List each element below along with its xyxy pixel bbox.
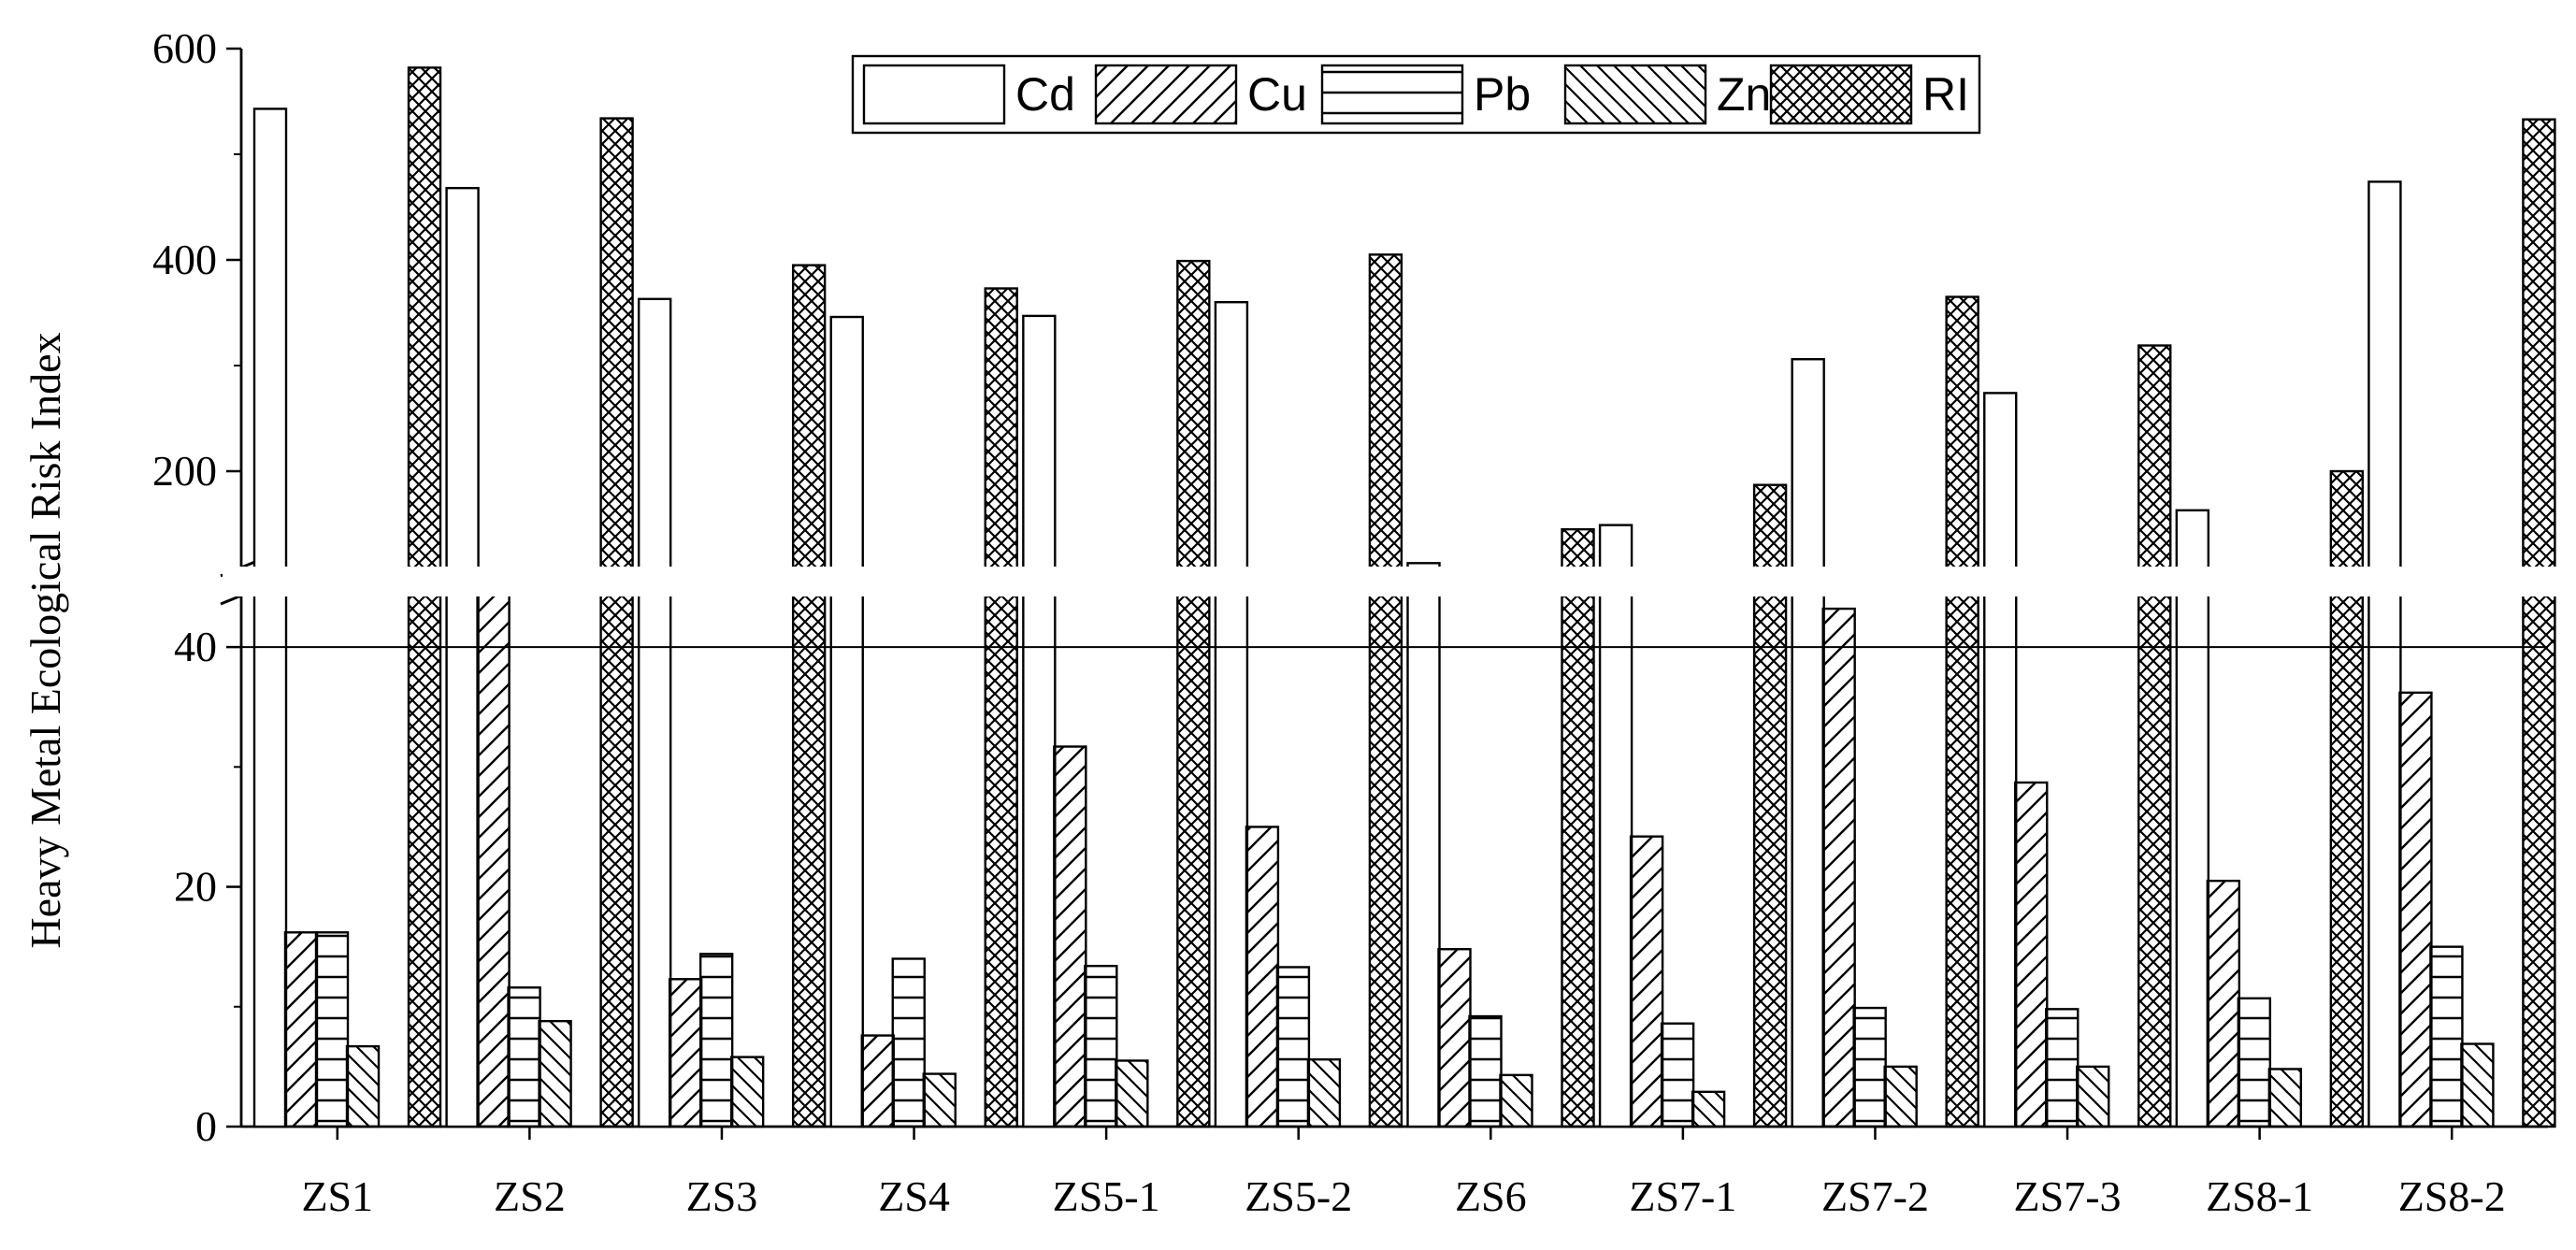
legend-label-cd: Cd <box>1015 68 1075 121</box>
bar-cd-zs5-1 <box>1022 314 1057 1128</box>
bar-zn-zs5-1 <box>1115 1059 1149 1128</box>
bar-pb-zs1 <box>314 931 350 1128</box>
y-tick-label: 20 <box>174 863 217 911</box>
x-tick-label: ZS3 <box>686 1172 758 1220</box>
x-tick-label: ZS5-2 <box>1245 1172 1352 1220</box>
axis-break-band <box>223 567 2567 596</box>
bar-ri-zs3 <box>791 264 827 1128</box>
bar-zn-zs7-2 <box>1883 1065 1918 1128</box>
bar-cu-zs7-2 <box>1821 607 1856 1128</box>
legend-label-zn: Zn <box>1717 68 1771 121</box>
bar-zn-zs7-3 <box>2076 1065 2110 1128</box>
bars <box>223 66 2567 1128</box>
bar-ri-zs5-1 <box>1176 259 1211 1128</box>
legend-label-cu: Cu <box>1247 68 1307 121</box>
x-tick-label: ZS8-2 <box>2398 1172 2506 1220</box>
bar-zn-zs2 <box>538 1019 572 1128</box>
bar-cd-zs8-1 <box>2175 509 2210 1128</box>
x-tick-label: ZS6 <box>1455 1172 1527 1220</box>
bar-pb-zs5-2 <box>1275 966 1311 1128</box>
bar-zn-zs1 <box>345 1044 381 1128</box>
legend-label-pb: Pb <box>1474 68 1531 121</box>
bar-pb-zs7-2 <box>1852 1006 1887 1128</box>
bar-ri-zs2 <box>599 117 634 1128</box>
bar-zn-zs6 <box>1499 1073 1533 1128</box>
bar-cd-zs7-3 <box>1983 392 2018 1128</box>
bar-pb-zs8-1 <box>2237 997 2272 1128</box>
bar-cd-zs3 <box>637 297 672 1128</box>
bar-cu-zs5-2 <box>1245 826 1280 1128</box>
bar-ri-zs1 <box>407 66 442 1128</box>
bar-cu-zs5-1 <box>1053 745 1087 1128</box>
legend-swatch-cu <box>1094 64 1238 125</box>
bar-cd-zs5-2 <box>1214 301 1249 1128</box>
legend: Cd Cu Pb Zn RI <box>851 54 1981 135</box>
bar-zn-zs8-2 <box>2460 1042 2495 1128</box>
bar-zn-zs4 <box>922 1072 957 1128</box>
bar-cu-zs7-3 <box>2014 781 2049 1128</box>
bar-cu-zs7-1 <box>1629 835 1664 1128</box>
bar-pb-zs8-2 <box>2429 945 2464 1128</box>
x-tick-label: ZS5-1 <box>1053 1172 1160 1220</box>
bar-cd-zs7-2 <box>1791 358 1825 1128</box>
x-tick-label: ZS2 <box>494 1172 566 1220</box>
bar-cu-zs8-1 <box>2206 879 2241 1128</box>
bar-cd-zs8-2 <box>2367 180 2402 1128</box>
bar-pb-zs2 <box>507 986 541 1128</box>
y-tick-label: 600 <box>152 24 217 72</box>
legend-swatch-cd <box>862 64 1006 125</box>
bar-pb-zs3 <box>698 953 734 1128</box>
y-tick-label: 400 <box>152 236 217 283</box>
bar-pb-zs5-1 <box>1084 964 1118 1128</box>
bar-cd-zs6 <box>1406 562 1441 1128</box>
bar-pb-zs7-3 <box>2045 1008 2080 1128</box>
bar-cd-zs2 <box>445 186 480 1128</box>
bar-zn-zs5-2 <box>1306 1057 1342 1128</box>
x-tick-label: ZS7-2 <box>1821 1172 1929 1220</box>
x-tick-label: ZS4 <box>878 1172 950 1220</box>
y-axis-label: Heavy Metal Ecological Risk Index <box>22 332 69 948</box>
legend-swatch-ri <box>1769 64 1913 125</box>
x-tick-label: ZS1 <box>301 1172 373 1220</box>
bar-ri-zs5-2 <box>1368 253 1403 1128</box>
bar-cu-zs6 <box>1437 948 1472 1128</box>
bar-pb-zs4 <box>891 957 926 1128</box>
bar-cd-zs1 <box>252 108 288 1128</box>
x-tick-label: ZS7-3 <box>2014 1172 2122 1220</box>
bar-zn-zs8-1 <box>2267 1068 2303 1128</box>
bar-ri-zs7-2 <box>1945 295 1979 1128</box>
x-tick-label: ZS7-1 <box>1629 1172 1736 1220</box>
bar-cu-zs3 <box>668 978 703 1128</box>
bar-cu-zs4 <box>860 1034 895 1128</box>
tick-labels: ZS1 ZS2 ZS3 ZS4 ZS5-1 ZS5-2 ZS6 ZS7-1 ZS7-2 ZS7-3… <box>152 24 2506 1220</box>
legend-swatch-zn <box>1563 64 1707 125</box>
bar-cd-zs4 <box>829 315 864 1128</box>
bar-ri-zs4 <box>984 287 1018 1128</box>
bar-ri-zs6 <box>1561 527 1595 1128</box>
bar-ri-zs7-3 <box>2137 344 2172 1128</box>
bar-zn-zs7-1 <box>1691 1090 1726 1128</box>
x-tick-label: ZS8-1 <box>2206 1172 2313 1220</box>
legend-label-ri: RI <box>1922 68 1969 121</box>
y-tick-label: 40 <box>174 623 217 670</box>
bar-pb-zs6 <box>1468 1014 1503 1128</box>
bar-cu-zs1 <box>283 931 319 1128</box>
bar-cu-zs2 <box>476 585 511 1128</box>
bar-cd-zs7-1 <box>1598 524 1633 1128</box>
bar-ri-zs8-2 <box>2522 118 2556 1128</box>
legend-swatch-pb <box>1320 64 1464 125</box>
bar-pb-zs7-1 <box>1660 1022 1695 1128</box>
y-tick-label: 0 <box>195 1102 217 1150</box>
bar-zn-zs3 <box>729 1056 765 1128</box>
bar-cu-zs8-2 <box>2398 691 2433 1128</box>
y-tick-label: 200 <box>152 447 217 495</box>
